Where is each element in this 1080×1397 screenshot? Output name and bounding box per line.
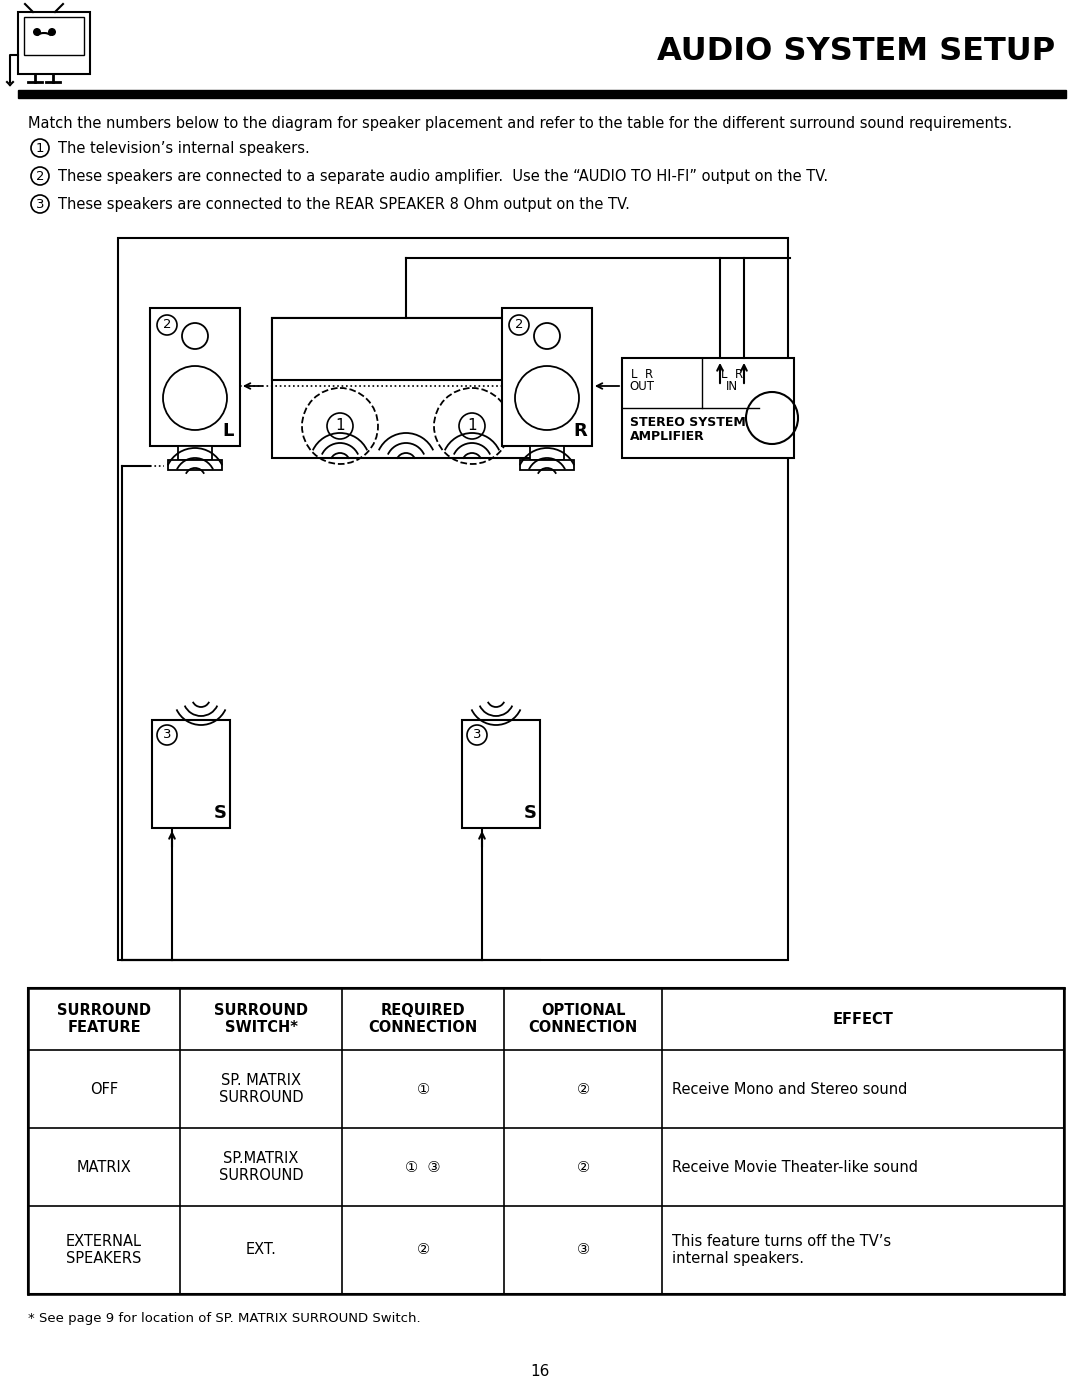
Text: L  R: L R <box>631 367 653 381</box>
Bar <box>272 319 540 458</box>
Bar <box>18 13 90 74</box>
Bar <box>502 307 592 446</box>
Text: SP. MATRIX
SURROUND: SP. MATRIX SURROUND <box>218 1073 303 1105</box>
Bar <box>28 988 1064 1294</box>
Text: AUDIO SYSTEM SETUP: AUDIO SYSTEM SETUP <box>657 36 1055 67</box>
Bar <box>168 460 222 469</box>
Text: OUT: OUT <box>630 380 654 393</box>
Text: EXT.: EXT. <box>245 1242 276 1257</box>
Text: 2: 2 <box>163 319 172 331</box>
Circle shape <box>33 28 41 36</box>
Text: OPTIONAL
CONNECTION: OPTIONAL CONNECTION <box>528 1003 637 1035</box>
Text: * See page 9 for location of SP. MATRIX SURROUND Switch.: * See page 9 for location of SP. MATRIX … <box>28 1312 420 1324</box>
Text: 1: 1 <box>36 141 44 155</box>
Bar <box>272 319 540 380</box>
Text: 3: 3 <box>36 197 44 211</box>
Bar <box>18 89 1066 98</box>
Circle shape <box>48 28 56 36</box>
Text: ①: ① <box>417 1081 430 1097</box>
Text: SP.MATRIX
SURROUND: SP.MATRIX SURROUND <box>218 1151 303 1183</box>
Text: 1: 1 <box>335 419 345 433</box>
Text: S: S <box>214 805 227 821</box>
Text: These speakers are connected to a separate audio amplifier.  Use the “AUDIO TO H: These speakers are connected to a separa… <box>58 169 828 183</box>
Text: ①  ③: ① ③ <box>405 1160 441 1175</box>
Bar <box>24 17 84 54</box>
Text: This feature turns off the TV’s
internal speakers.: This feature turns off the TV’s internal… <box>672 1234 891 1266</box>
Text: 2: 2 <box>36 169 44 183</box>
Text: ②: ② <box>577 1160 590 1175</box>
Bar <box>178 446 212 460</box>
Bar <box>530 446 564 460</box>
Text: Receive Mono and Stereo sound: Receive Mono and Stereo sound <box>672 1081 907 1097</box>
Text: EXTERNAL
SPEAKERS: EXTERNAL SPEAKERS <box>66 1234 141 1266</box>
Text: IN: IN <box>726 380 738 393</box>
Text: These speakers are connected to the REAR SPEAKER 8 Ohm output on the TV.: These speakers are connected to the REAR… <box>58 197 630 211</box>
Text: Match the numbers below to the diagram for speaker placement and refer to the ta: Match the numbers below to the diagram f… <box>28 116 1012 131</box>
Text: ②: ② <box>417 1242 430 1257</box>
Text: 1: 1 <box>468 419 476 433</box>
Text: AMPLIFIER: AMPLIFIER <box>630 430 705 443</box>
Text: The television’s internal speakers.: The television’s internal speakers. <box>58 141 310 155</box>
Text: 3: 3 <box>163 728 172 742</box>
Text: ③: ③ <box>577 1242 590 1257</box>
Text: OFF: OFF <box>90 1081 118 1097</box>
Bar <box>118 237 788 960</box>
Text: 16: 16 <box>530 1365 550 1379</box>
Text: SURROUND
FEATURE: SURROUND FEATURE <box>57 1003 151 1035</box>
Text: L: L <box>222 422 233 440</box>
Text: 3: 3 <box>473 728 482 742</box>
Text: R: R <box>573 422 586 440</box>
Text: MATRIX: MATRIX <box>77 1160 132 1175</box>
Text: ②: ② <box>577 1081 590 1097</box>
Bar <box>462 719 540 828</box>
Bar <box>519 460 573 469</box>
Bar <box>152 719 230 828</box>
Bar <box>622 358 794 458</box>
Text: Receive Movie Theater-like sound: Receive Movie Theater-like sound <box>672 1160 918 1175</box>
Text: STEREO SYSTEM: STEREO SYSTEM <box>630 416 746 429</box>
Text: EFFECT: EFFECT <box>833 1011 893 1027</box>
Text: L  R: L R <box>721 367 743 381</box>
Text: REQUIRED
CONNECTION: REQUIRED CONNECTION <box>368 1003 477 1035</box>
Text: S: S <box>524 805 537 821</box>
Text: SURROUND
SWITCH*: SURROUND SWITCH* <box>214 1003 308 1035</box>
Bar <box>150 307 240 446</box>
Text: 2: 2 <box>515 319 523 331</box>
